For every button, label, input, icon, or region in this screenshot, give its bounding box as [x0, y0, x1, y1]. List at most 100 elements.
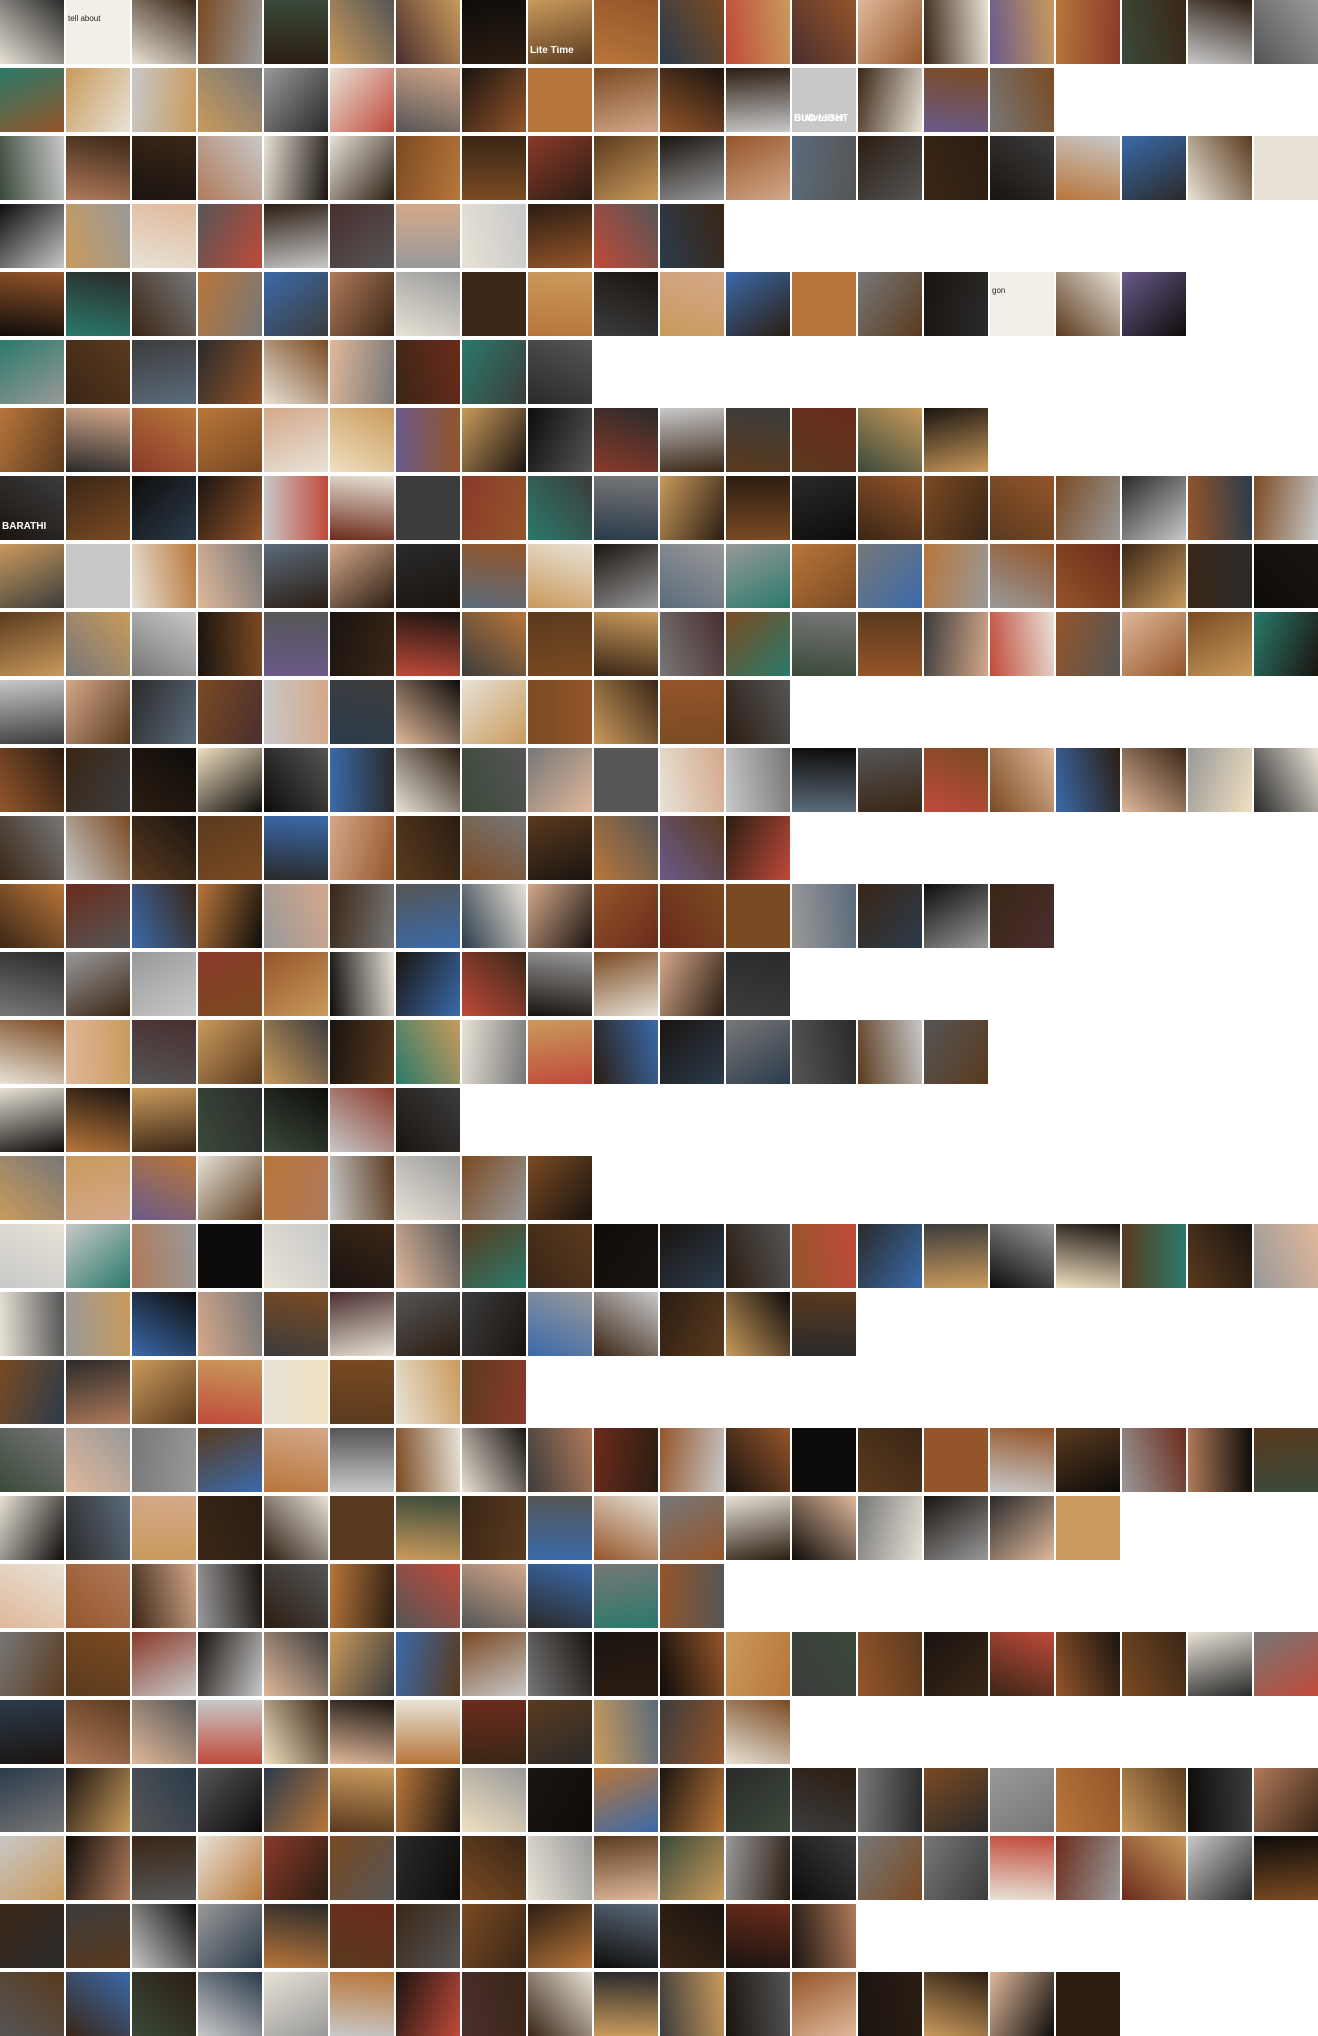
photo-thumbnail[interactable] [66, 1088, 130, 1152]
photo-thumbnail[interactable] [1056, 544, 1120, 608]
photo-thumbnail[interactable] [924, 408, 988, 472]
photo-thumbnail[interactable] [198, 1836, 262, 1900]
photo-thumbnail[interactable] [462, 1020, 526, 1084]
photo-thumbnail[interactable] [198, 544, 262, 608]
photo-thumbnail[interactable] [858, 544, 922, 608]
photo-thumbnail[interactable] [990, 1972, 1054, 2036]
photo-thumbnail[interactable] [396, 1360, 460, 1424]
photo-thumbnail[interactable] [1122, 476, 1186, 540]
photo-thumbnail[interactable] [660, 1972, 724, 2036]
photo-thumbnail[interactable] [1254, 1632, 1318, 1696]
photo-thumbnail[interactable] [66, 544, 130, 608]
photo-thumbnail[interactable] [264, 136, 328, 200]
photo-thumbnail[interactable] [990, 0, 1054, 64]
photo-thumbnail[interactable] [0, 612, 64, 676]
photo-thumbnail[interactable] [528, 612, 592, 676]
photo-thumbnail[interactable] [792, 1292, 856, 1356]
photo-thumbnail[interactable] [264, 340, 328, 404]
photo-thumbnail[interactable] [726, 476, 790, 540]
photo-thumbnail[interactable] [0, 952, 64, 1016]
photo-thumbnail[interactable] [858, 612, 922, 676]
photo-thumbnail[interactable] [0, 1224, 64, 1288]
photo-thumbnail[interactable] [528, 1972, 592, 2036]
photo-thumbnail[interactable] [66, 1836, 130, 1900]
photo-thumbnail[interactable] [1056, 1836, 1120, 1900]
photo-thumbnail[interactable] [66, 272, 130, 336]
photo-thumbnail[interactable] [66, 680, 130, 744]
photo-thumbnail[interactable] [330, 204, 394, 268]
photo-thumbnail[interactable] [594, 816, 658, 880]
photo-thumbnail[interactable] [198, 1292, 262, 1356]
photo-thumbnail[interactable] [132, 1224, 196, 1288]
photo-thumbnail[interactable] [528, 1632, 592, 1696]
photo-thumbnail[interactable] [726, 1700, 790, 1764]
photo-thumbnail[interactable] [396, 476, 460, 540]
photo-thumbnail[interactable] [198, 1156, 262, 1220]
photo-thumbnail[interactable] [198, 1768, 262, 1832]
photo-thumbnail[interactable] [594, 204, 658, 268]
photo-thumbnail[interactable] [528, 1904, 592, 1968]
photo-thumbnail[interactable] [396, 1904, 460, 1968]
photo-thumbnail[interactable] [1188, 612, 1252, 676]
photo-thumbnail[interactable] [858, 1768, 922, 1832]
photo-thumbnail[interactable] [990, 612, 1054, 676]
photo-thumbnail[interactable] [264, 680, 328, 744]
photo-thumbnail[interactable] [726, 816, 790, 880]
photo-thumbnail[interactable] [132, 748, 196, 812]
photo-thumbnail[interactable] [1122, 0, 1186, 64]
photo-thumbnail[interactable] [264, 1972, 328, 2036]
photo-thumbnail[interactable] [0, 1088, 64, 1152]
photo-thumbnail[interactable] [594, 1224, 658, 1288]
photo-thumbnail[interactable] [462, 0, 526, 64]
photo-thumbnail[interactable] [594, 1020, 658, 1084]
photo-thumbnail[interactable] [1056, 1496, 1120, 1560]
photo-thumbnail[interactable] [198, 272, 262, 336]
photo-thumbnail[interactable] [396, 204, 460, 268]
photo-thumbnail[interactable] [660, 952, 724, 1016]
photo-thumbnail[interactable] [1188, 748, 1252, 812]
photo-thumbnail[interactable] [1122, 1836, 1186, 1900]
photo-thumbnail[interactable] [198, 1564, 262, 1628]
photo-thumbnail[interactable] [1056, 272, 1120, 336]
photo-thumbnail[interactable] [792, 1020, 856, 1084]
photo-thumbnail[interactable] [396, 1224, 460, 1288]
photo-thumbnail[interactable] [990, 1768, 1054, 1832]
photo-thumbnail[interactable] [726, 1224, 790, 1288]
photo-thumbnail[interactable] [726, 748, 790, 812]
photo-thumbnail[interactable] [594, 0, 658, 64]
photo-thumbnail[interactable] [396, 1564, 460, 1628]
photo-thumbnail[interactable] [198, 204, 262, 268]
photo-thumbnail[interactable] [198, 340, 262, 404]
photo-thumbnail[interactable] [198, 136, 262, 200]
photo-thumbnail[interactable]: BARATHI [0, 476, 64, 540]
photo-thumbnail[interactable] [594, 1292, 658, 1356]
photo-thumbnail[interactable] [990, 1632, 1054, 1696]
photo-thumbnail[interactable] [1056, 1224, 1120, 1288]
photo-thumbnail[interactable] [528, 136, 592, 200]
photo-thumbnail[interactable] [1122, 136, 1186, 200]
photo-thumbnail[interactable] [528, 952, 592, 1016]
photo-thumbnail[interactable] [1188, 544, 1252, 608]
photo-thumbnail[interactable] [330, 1768, 394, 1832]
photo-thumbnail[interactable] [528, 1768, 592, 1832]
photo-thumbnail[interactable] [660, 408, 724, 472]
photo-thumbnail[interactable] [1122, 748, 1186, 812]
photo-thumbnail[interactable] [198, 1700, 262, 1764]
photo-thumbnail[interactable] [330, 408, 394, 472]
photo-thumbnail[interactable] [66, 204, 130, 268]
photo-thumbnail[interactable] [726, 68, 790, 132]
photo-thumbnail[interactable] [462, 884, 526, 948]
photo-thumbnail[interactable] [924, 136, 988, 200]
photo-thumbnail[interactable] [1188, 476, 1252, 540]
photo-thumbnail[interactable] [1122, 1428, 1186, 1492]
photo-thumbnail[interactable] [330, 340, 394, 404]
photo-thumbnail[interactable] [792, 136, 856, 200]
photo-thumbnail[interactable] [66, 1904, 130, 1968]
photo-thumbnail[interactable] [1254, 544, 1318, 608]
photo-thumbnail[interactable] [330, 1632, 394, 1696]
photo-thumbnail[interactable] [594, 1972, 658, 2036]
photo-thumbnail[interactable] [264, 952, 328, 1016]
photo-thumbnail[interactable] [264, 476, 328, 540]
photo-thumbnail[interactable] [132, 680, 196, 744]
photo-thumbnail[interactable] [792, 612, 856, 676]
